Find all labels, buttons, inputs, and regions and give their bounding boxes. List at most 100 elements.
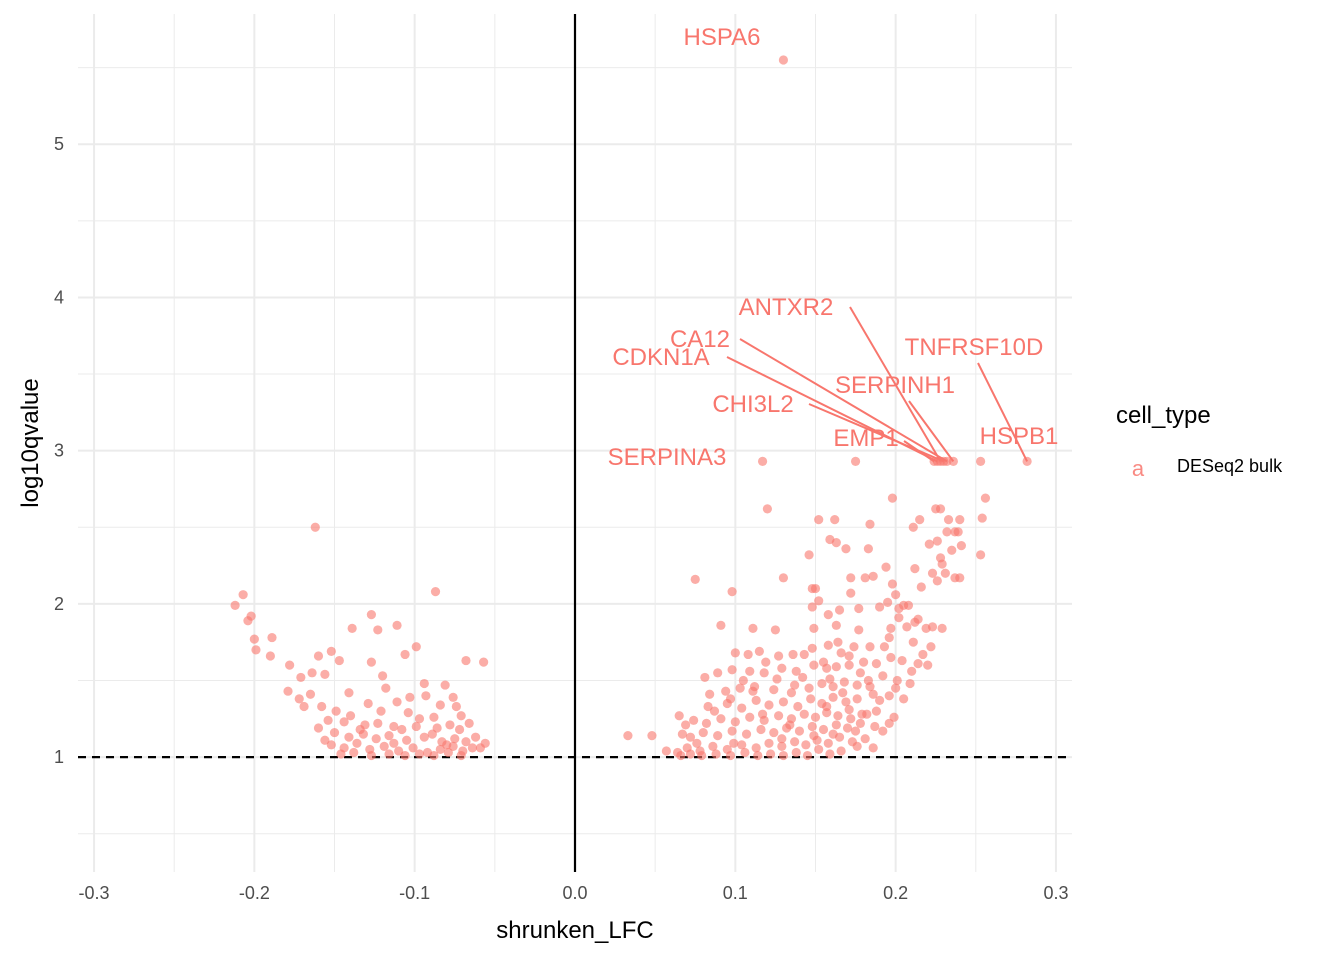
data-point (871, 706, 882, 716)
data-point (854, 625, 864, 635)
data-point (411, 721, 421, 732)
data-point (421, 691, 431, 701)
data-point (881, 562, 891, 572)
data-point (344, 688, 354, 698)
data-point (879, 642, 890, 652)
data-point (801, 740, 811, 750)
data-point (865, 642, 875, 652)
data-point (307, 668, 317, 678)
data-point (331, 706, 341, 716)
data-point (778, 750, 789, 761)
data-point (730, 717, 740, 727)
data-point (243, 616, 253, 626)
data-point (915, 515, 925, 525)
data-point (809, 660, 819, 670)
data-point (414, 714, 425, 724)
data-point (283, 686, 293, 696)
legend: cell_type a DESeq2 bulk (1116, 402, 1283, 481)
data-point (762, 504, 772, 514)
gene-label: ANTXR2 (739, 294, 834, 321)
data-point (741, 729, 752, 739)
data-point (310, 522, 320, 532)
data-point (442, 740, 452, 750)
data-point (450, 734, 460, 744)
data-point (397, 724, 407, 735)
data-point (339, 717, 349, 727)
data-point (366, 657, 376, 667)
data-point (846, 588, 856, 598)
data-point (809, 731, 819, 741)
data-point (947, 545, 957, 555)
data-point (899, 694, 909, 704)
data-point (937, 623, 947, 633)
data-point (384, 731, 394, 741)
x-axis-title: shrunken_LFC (496, 917, 653, 944)
data-point (943, 515, 954, 525)
data-point (745, 666, 755, 676)
data-point (828, 729, 838, 739)
data-point (378, 671, 388, 681)
data-point (842, 723, 853, 733)
data-point (451, 701, 461, 712)
data-point (786, 688, 797, 698)
data-point (860, 573, 870, 583)
x-tick-label: 0.0 (562, 883, 587, 903)
data-point (366, 610, 376, 620)
data-point (955, 515, 965, 525)
data-point (942, 527, 952, 537)
data-point (927, 568, 938, 578)
data-point (363, 698, 373, 709)
data-point (774, 711, 784, 721)
data-point (320, 735, 330, 745)
data-point (697, 750, 707, 761)
data-point (445, 720, 455, 730)
y-tick-label: 1 (54, 747, 64, 767)
y-axis-title: log10qvalue (17, 378, 44, 507)
x-tick-label: -0.2 (239, 883, 270, 903)
data-point (918, 649, 928, 660)
data-point (806, 694, 816, 704)
data-point (745, 712, 755, 722)
data-point (903, 600, 914, 611)
data-point (790, 737, 800, 747)
data-point (793, 701, 803, 712)
data-point (846, 714, 856, 724)
data-point (448, 692, 458, 702)
data-point (435, 700, 445, 710)
data-point (841, 544, 851, 554)
data-point (850, 726, 861, 736)
data-point (788, 649, 798, 660)
data-point (661, 746, 671, 756)
data-point (730, 648, 740, 658)
data-point (764, 738, 774, 748)
data-point (831, 720, 841, 730)
data-point (831, 662, 841, 672)
data-point (475, 743, 486, 753)
data-point (713, 731, 723, 741)
data-point (419, 732, 429, 742)
data-point (692, 738, 702, 748)
data-point (709, 706, 720, 716)
data-point (863, 544, 873, 554)
data-point (238, 590, 248, 600)
x-tick-label: -0.1 (399, 883, 430, 903)
data-point (711, 749, 721, 759)
data-point (791, 747, 801, 758)
data-point (479, 657, 489, 667)
data-point (402, 735, 412, 745)
data-point (347, 623, 357, 633)
data-point (791, 666, 801, 676)
data-point (927, 622, 938, 632)
data-point (769, 685, 779, 695)
data-point (838, 688, 848, 698)
data-point (716, 714, 726, 724)
data-point (698, 727, 708, 738)
data-point (839, 677, 849, 687)
data-point (721, 686, 731, 696)
data-point (400, 649, 410, 660)
data-point (299, 701, 309, 712)
data-point (467, 743, 477, 753)
data-point (886, 623, 896, 633)
data-point (249, 634, 259, 644)
